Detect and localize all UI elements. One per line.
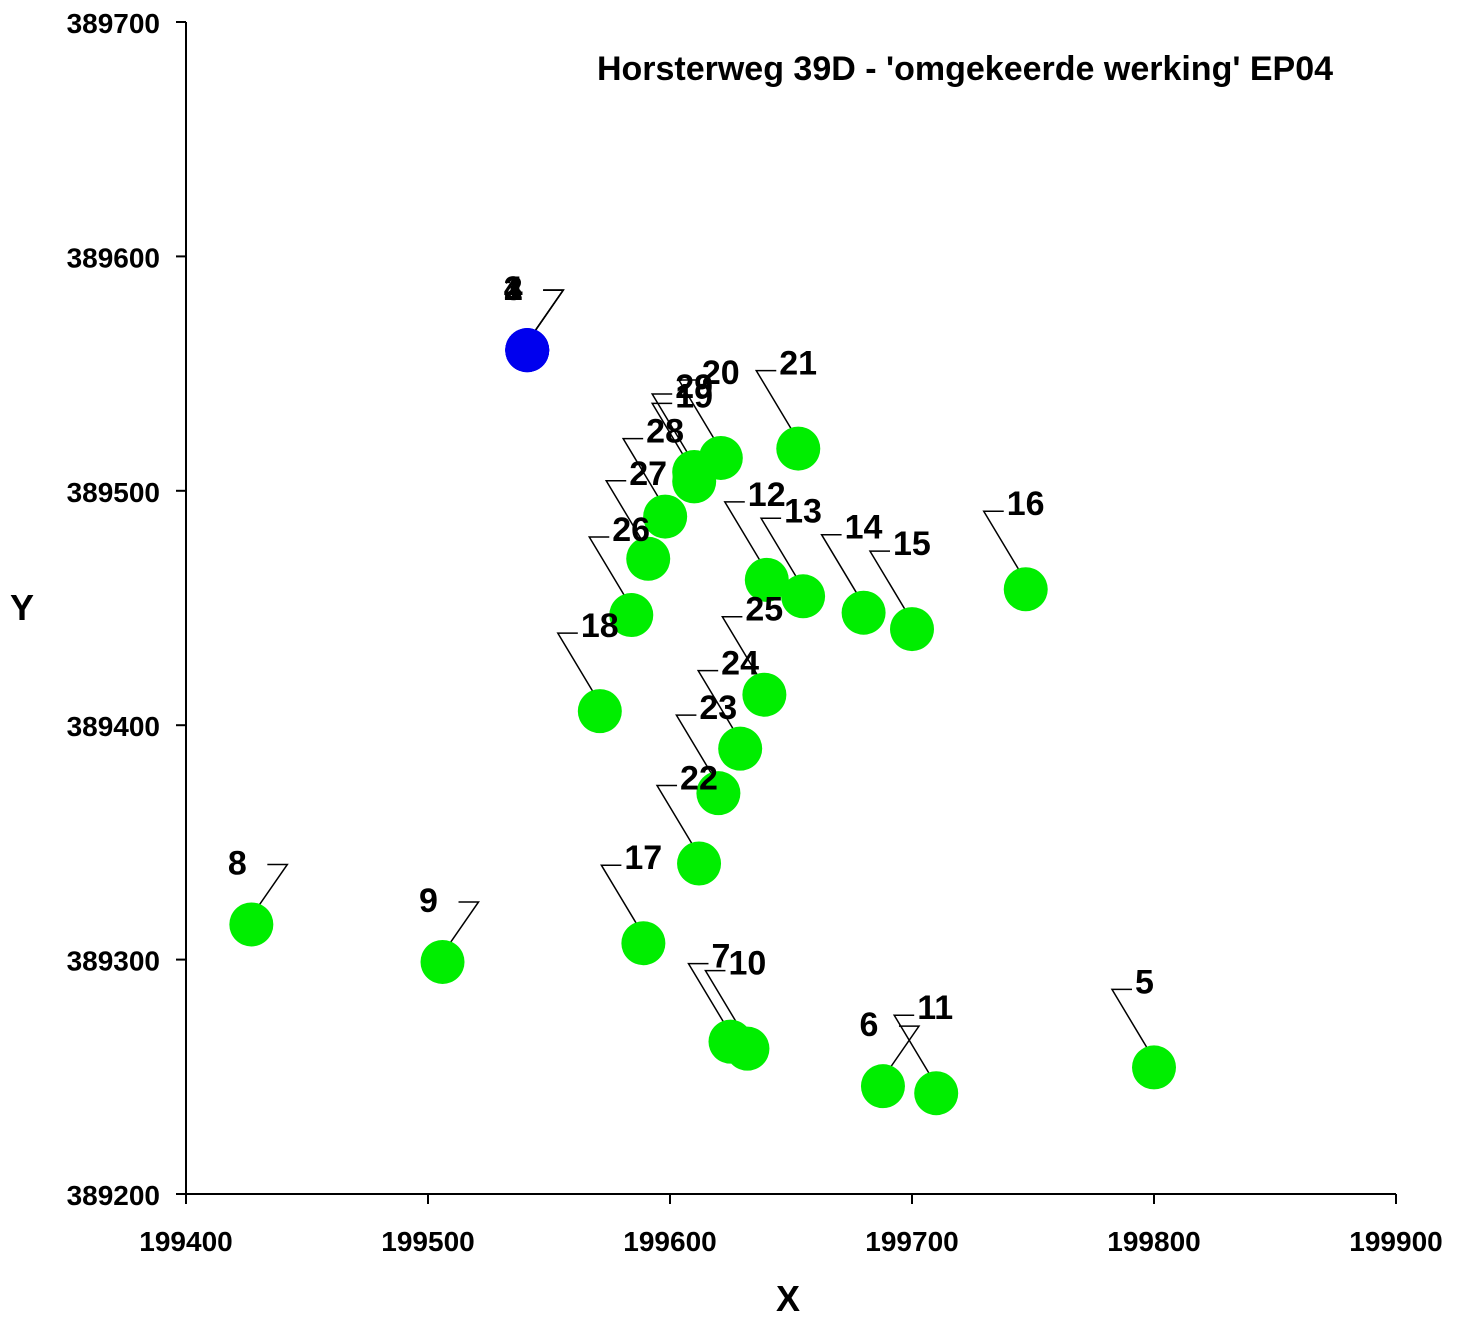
x-tick-label: 199800 xyxy=(1107,1226,1200,1257)
scatter-point xyxy=(643,494,688,539)
scatter-point xyxy=(781,574,826,619)
leader-line xyxy=(723,501,768,573)
data-points xyxy=(229,328,1176,1116)
point-label: 11 xyxy=(917,989,953,1027)
x-tick-label: 199700 xyxy=(865,1226,958,1257)
leader-line xyxy=(587,536,632,608)
leader-line xyxy=(696,669,741,742)
scatter-point xyxy=(841,590,886,635)
scatter-point xyxy=(860,1064,905,1109)
leader-line xyxy=(675,714,720,786)
leader-line xyxy=(982,510,1027,582)
scatter-point xyxy=(229,902,274,947)
scatter-point xyxy=(718,726,763,771)
scatter-point xyxy=(577,689,622,734)
leader-line xyxy=(556,632,601,704)
point-label: 16 xyxy=(1007,485,1045,523)
scatter-point xyxy=(677,841,722,886)
scatter-point xyxy=(914,1071,959,1116)
point-label: 1 xyxy=(504,270,523,308)
leader-line xyxy=(892,1014,937,1086)
y-tick-label: 389700 xyxy=(67,8,160,39)
point-label: 10 xyxy=(728,945,766,983)
scatter-point xyxy=(626,536,671,581)
scatter-point xyxy=(672,450,717,495)
scatter-point xyxy=(609,593,654,638)
point-label: 5 xyxy=(1135,963,1154,1001)
leader-line xyxy=(621,437,666,509)
point-label: 26 xyxy=(612,511,650,549)
point-label: 22 xyxy=(680,759,718,797)
point-label: 4 xyxy=(504,270,523,308)
leader-line xyxy=(441,901,480,955)
leader-line xyxy=(526,289,565,343)
point-label: 29 xyxy=(675,368,713,406)
y-tick-label: 389200 xyxy=(67,1180,160,1211)
leader-line xyxy=(600,864,645,936)
point-label: 24 xyxy=(721,645,759,683)
scatter-point xyxy=(621,921,666,966)
leader-line xyxy=(687,962,732,1035)
point-label: 15 xyxy=(893,525,931,563)
leader-line xyxy=(604,480,649,552)
point-label: 27 xyxy=(629,455,667,493)
label-leader-lines xyxy=(250,289,1155,1086)
axes: 199400 199500 199600 199700 199800 1999003892… xyxy=(67,8,1443,1257)
scatter-point xyxy=(742,672,787,717)
leader-line xyxy=(650,393,695,465)
point-label: 14 xyxy=(845,509,883,547)
leader-line xyxy=(754,369,799,441)
scatter-point xyxy=(505,328,550,373)
chart-title: Horsterweg 39D - 'omgekeerde werking' EP… xyxy=(597,50,1333,88)
leader-line xyxy=(721,615,766,688)
x-tick-label: 199900 xyxy=(1349,1226,1442,1257)
scatter-point xyxy=(1132,1045,1176,1090)
scatter-point xyxy=(776,426,821,471)
point-label: 8 xyxy=(228,844,247,882)
point-label: 20 xyxy=(702,354,740,392)
y-tick-label: 389300 xyxy=(67,946,160,977)
leader-line xyxy=(704,969,749,1042)
point-label: 17 xyxy=(624,839,662,877)
scatter-point xyxy=(696,771,741,816)
point-label: 19 xyxy=(675,377,713,415)
x-axis-title: X xyxy=(776,1278,800,1319)
leader-line xyxy=(820,533,865,606)
scatter-point xyxy=(890,607,934,652)
leader-line xyxy=(759,517,804,589)
point-label: 25 xyxy=(745,591,783,629)
y-axis-title: Y xyxy=(10,587,34,628)
y-tick-label: 389600 xyxy=(67,242,160,273)
scatter-point xyxy=(1003,567,1048,612)
point-label: 9 xyxy=(419,882,438,920)
point-label: 18 xyxy=(581,607,619,645)
leader-line xyxy=(677,379,722,451)
leader-line xyxy=(1110,988,1155,1060)
point-label: 7 xyxy=(712,938,731,976)
scatter-point xyxy=(420,939,465,984)
leader-line xyxy=(882,1025,921,1079)
point-label: 2 xyxy=(504,270,523,308)
scatter-point xyxy=(725,1026,770,1071)
point-label: 28 xyxy=(646,413,684,451)
scatter-point xyxy=(744,557,789,602)
leader-line xyxy=(250,863,289,917)
point-label: 21 xyxy=(779,345,817,383)
y-tick-label: 389500 xyxy=(67,477,160,508)
point-label: 6 xyxy=(859,1006,878,1044)
x-tick-label: 199400 xyxy=(139,1226,232,1257)
x-tick-label: 199500 xyxy=(381,1226,474,1257)
point-label: 3 xyxy=(504,270,523,308)
leader-line xyxy=(650,402,695,474)
leader-line xyxy=(868,550,913,622)
y-tick-label: 389400 xyxy=(67,711,160,742)
point-label: 12 xyxy=(748,476,786,514)
x-tick-label: 199600 xyxy=(623,1226,716,1257)
point-label: 23 xyxy=(699,689,737,727)
point-label: 13 xyxy=(784,492,822,530)
leader-line xyxy=(655,784,700,856)
